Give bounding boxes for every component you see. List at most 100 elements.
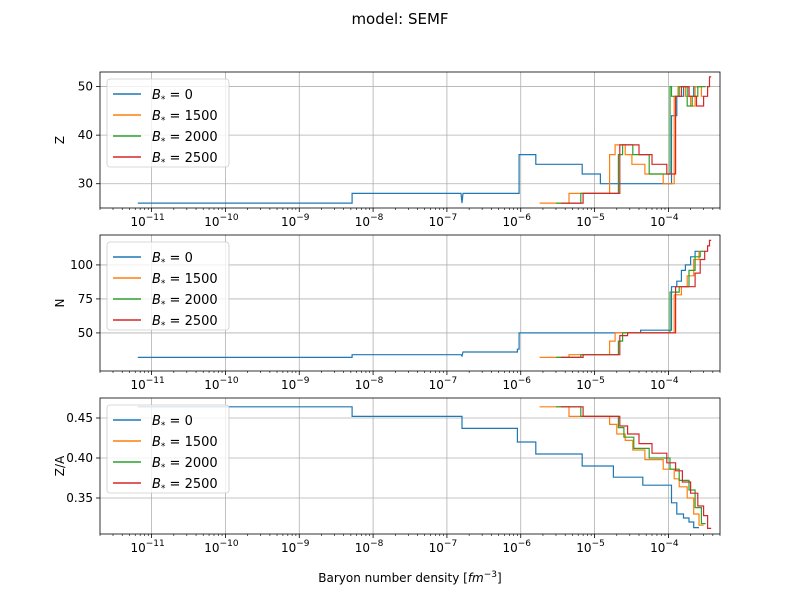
x-axis-label-exp: −3 [484,570,497,580]
x-tick-label-base: 10 [355,378,370,392]
y-tick-label: 30 [78,177,93,191]
legend-entry-sub: * [161,279,166,289]
series-line [556,406,706,525]
x-tick-label-exp: −10 [220,539,239,549]
panel-z: 10−11 10−10 10−9 10−8 10−7 10−6 10−5 10−4304050… [53,71,721,229]
x-tick-label: 10−9 [281,539,310,555]
x-tick-label: 10−10 [204,539,239,555]
x-tick-label: 10−8 [355,539,384,555]
legend-entry: B* = 1500 [152,272,218,289]
legend-entry-value: = 0 [165,414,192,429]
legend-entry-sub: * [161,421,166,431]
legend-entry-sub: * [161,258,166,268]
y-tick-label: 0.40 [66,451,93,465]
legend-entry: B* = 2500 [152,477,218,494]
legend-entry-name: B [152,88,161,103]
legend-entry: B* = 0 [152,88,193,105]
x-tick-label: 10−5 [576,376,605,392]
x-tick-label-base: 10 [204,215,219,229]
legend-entry-sub: * [161,116,166,126]
x-tick-label: 10−7 [429,539,458,555]
x-tick-label-exp: −8 [370,539,384,549]
x-tick-label: 10−8 [355,213,384,229]
x-tick-label-exp: −8 [370,213,384,223]
legend-entry-name: B [152,151,161,166]
x-tick-label-base: 10 [429,378,444,392]
x-tick-label-base: 10 [281,541,296,555]
legend-entry: B* = 0 [152,414,193,431]
legend-box [106,404,230,494]
legend-entry-sub: * [161,95,166,105]
x-tick-label-exp: −4 [665,376,679,386]
x-tick-label-base: 10 [576,378,591,392]
panels: 10−11 10−10 10−9 10−8 10−7 10−6 10−5 10−4304050… [53,71,721,555]
x-tick-label-base: 10 [429,541,444,555]
x-tick-label-exp: −11 [146,213,165,223]
x-tick-label-base: 10 [502,378,517,392]
x-tick-label: 10−7 [429,213,458,229]
x-tick-label-exp: −8 [370,376,384,386]
axes-frame [99,397,721,535]
legend-box [106,78,230,168]
y-axis-label: Z [53,136,67,144]
x-axis-label-text: Baryon number density [ [318,571,468,585]
x-tick-label: 10−11 [130,376,164,392]
x-tick-label-exp: −9 [296,376,310,386]
legend-entry-value: = 0 [165,88,192,103]
y-tick-label: 40 [78,128,93,142]
x-tick-label-exp: −7 [444,213,457,223]
x-tick-label-exp: −11 [146,376,165,386]
x-tick-label: 10−6 [502,213,531,229]
x-tick-label: 10−6 [502,376,531,392]
legend-entry-name: B [152,130,161,145]
legend-entry: B* = 2000 [152,293,218,310]
x-tick-label-base: 10 [355,215,370,229]
x-tick-label-exp: −9 [296,539,310,549]
legend-entry-value: = 2000 [165,456,217,471]
x-tick-label: 10−10 [204,213,239,229]
series-line [560,76,712,204]
series-line [560,406,712,530]
legend-entry-value: = 1500 [165,435,217,450]
legend-entry-name: B [152,314,161,329]
legend-entry: B* = 1500 [152,435,218,452]
x-tick-label: 10−11 [130,213,164,229]
legend-entry: B* = 2000 [152,456,218,473]
x-tick-label-base: 10 [204,378,219,392]
series-line [137,250,699,358]
x-tick-label-exp: −6 [518,376,532,386]
x-tick-label-exp: −4 [665,539,679,549]
x-tick-label-base: 10 [281,215,296,229]
legend-entry-value: = 0 [165,251,192,266]
legend-entry-sub: * [161,463,166,473]
x-tick-label-exp: −6 [518,213,532,223]
legend-entry: B* = 1500 [152,109,218,126]
series-line [539,85,704,204]
x-tick-label-exp: −7 [444,376,457,386]
legend-entry: B* = 2000 [152,130,218,147]
legend-entry-name: B [152,251,161,266]
y-axis-label: N [53,299,67,308]
x-tick-label-exp: −11 [146,539,165,549]
y-tick-label: 75 [78,292,93,306]
x-tick-label: 10−5 [576,539,605,555]
x-tick-label: 10−9 [281,376,310,392]
x-tick-label-base: 10 [429,215,444,229]
series-line [539,406,704,526]
y-axis-label: Z/A [53,455,67,476]
x-axis-label-close: ] [497,571,502,585]
legend-entry-sub: * [161,137,166,147]
x-tick-label-exp: −10 [220,213,239,223]
legend-entry-value: = 1500 [165,272,217,287]
x-tick-label-exp: −4 [665,213,679,223]
legend-entry-name: B [152,109,161,124]
legend-entry-sub: * [161,442,166,452]
x-tick-label-exp: −5 [592,213,605,223]
x-tick-label-base: 10 [281,378,296,392]
x-tick-label: 10−6 [502,539,531,555]
legend-entry-value: = 1500 [165,109,217,124]
x-tick-label-base: 10 [502,541,517,555]
legend-entry-name: B [152,456,161,471]
